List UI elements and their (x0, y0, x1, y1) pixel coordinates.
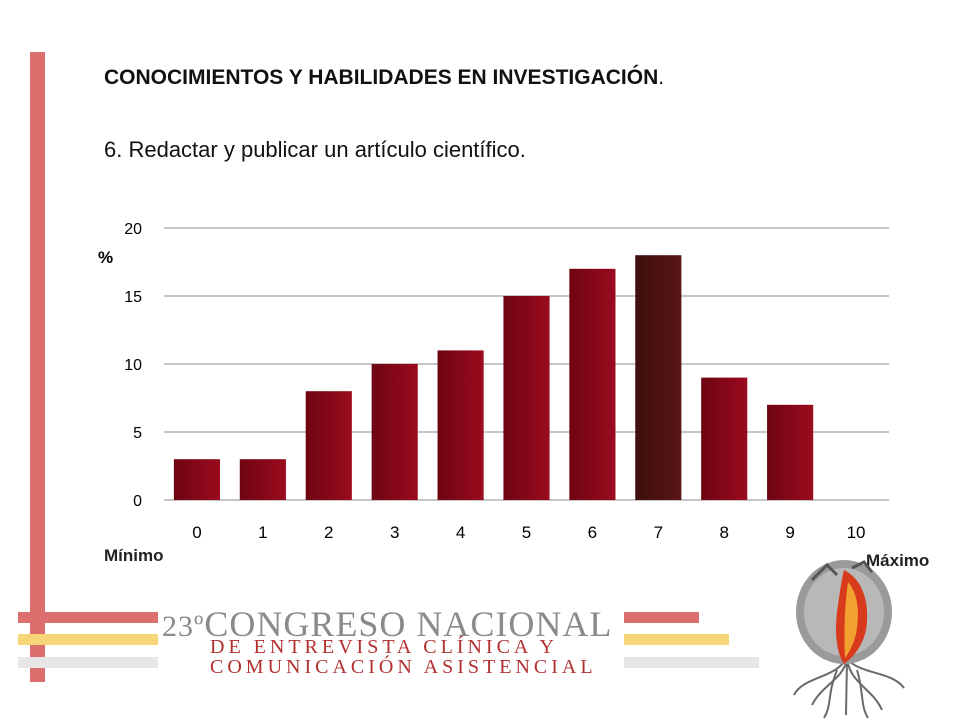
x-tick-label: 3 (390, 523, 399, 542)
slide-subheading: 6. Redactar y publicar un artículo cient… (104, 137, 526, 162)
bar-8 (701, 377, 748, 500)
bar-0 (173, 459, 221, 500)
x-tick-label: 2 (324, 523, 333, 542)
chart-y-ticks: 0 5 10 15 20 (124, 221, 142, 510)
accent-stripe-yellow-right (624, 634, 729, 645)
scale-max-label: Máximo (866, 551, 930, 570)
slide-heading-dot: . (658, 66, 665, 89)
chart-bars (173, 255, 814, 500)
accent-stripe-gray-left (18, 657, 158, 668)
slide-heading-text: CONOCIMIENTOS Y HABILIDADES EN INVESTIGA… (104, 66, 659, 89)
bar-4 (437, 350, 484, 500)
slide-heading: CONOCIMIENTOS Y HABILIDADES EN INVESTIGA… (104, 66, 664, 90)
bar-6 (569, 268, 616, 500)
accent-stripe-gray-right (624, 657, 759, 668)
chart-x-ticks: 0 1 2 3 4 5 6 7 8 9 10 (192, 523, 865, 542)
y-tick-label: 0 (133, 493, 142, 510)
scale-min-label: Mínimo (104, 546, 164, 565)
x-tick-label: 6 (588, 523, 597, 542)
x-tick-label: 4 (456, 523, 465, 542)
bar-7 (635, 255, 682, 500)
x-tick-label: 1 (258, 523, 267, 542)
accent-stripe-yellow-left (18, 634, 158, 645)
bar-2 (305, 391, 352, 500)
x-tick-label: 9 (785, 523, 794, 542)
congress-logo-title: 23ºCONGRESO NACIONAL (162, 603, 612, 645)
congress-emblem-icon (793, 560, 905, 719)
congress-logo-title-text: CONGRESO NACIONAL (204, 604, 613, 644)
x-tick-label: 10 (847, 523, 866, 542)
bar-5 (503, 296, 550, 500)
congress-logo-number: 23º (162, 610, 205, 643)
accent-vertical-bar (30, 52, 45, 682)
accent-stripe-red-right (624, 612, 699, 623)
bar-9 (767, 404, 814, 500)
chart-y-axis-label: % (98, 248, 113, 267)
bar-chart: 0 5 10 15 20 0 1 2 3 4 5 6 7 8 9 10 % (98, 221, 889, 542)
x-tick-label: 5 (522, 523, 531, 542)
congress-logo-subtitle-1: DE ENTREVISTA CLÍNICA Y (210, 636, 558, 658)
bar-3 (371, 364, 418, 500)
bar-1 (239, 459, 286, 500)
congress-logo-subtitle-2: COMUNICACIÓN ASISTENCIAL (210, 656, 597, 678)
y-tick-label: 10 (124, 357, 142, 374)
x-tick-label: 7 (654, 523, 663, 542)
y-tick-label: 5 (133, 425, 142, 442)
accent-stripe-red-left (18, 612, 158, 623)
x-tick-label: 0 (192, 523, 201, 542)
y-tick-label: 20 (124, 221, 142, 238)
y-tick-label: 15 (124, 289, 142, 306)
x-tick-label: 8 (719, 523, 728, 542)
